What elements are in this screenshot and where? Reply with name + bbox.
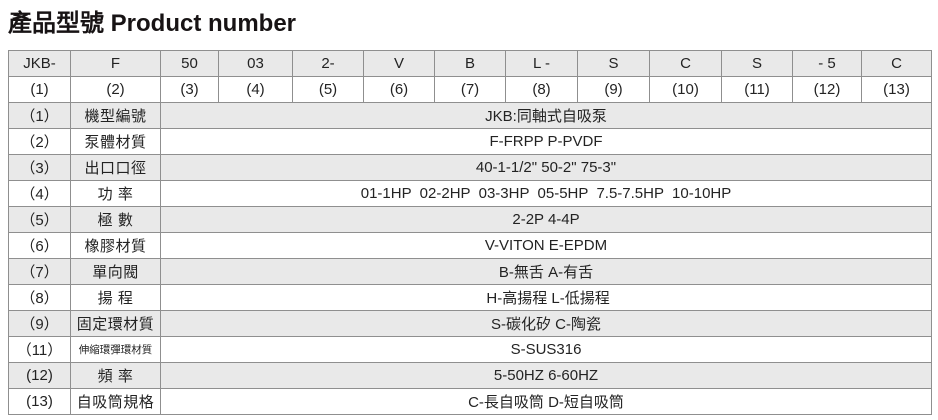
row-label-cell: 揚 程	[70, 284, 161, 311]
row-label-cell: 功 率	[70, 180, 161, 207]
row-label-cell: 機型編號	[70, 102, 161, 129]
position-cell: (3)	[160, 76, 219, 103]
code-cell: C	[649, 50, 722, 77]
row-label-cell: 出口口徑	[70, 154, 161, 181]
table-row: （6） 橡膠材質 V-VITON E-EPDM	[8, 232, 932, 259]
row-value-cell: S-碳化矽 C-陶瓷	[160, 310, 932, 337]
row-number-cell: （1）	[8, 102, 71, 129]
row-value-cell: JKB:同軸式自吸泵	[160, 102, 932, 129]
code-cell: 2-	[292, 50, 364, 77]
table-row: （7） 單向閥 B-無舌 A-有舌	[8, 258, 932, 285]
row-number-cell: （7）	[8, 258, 71, 285]
code-cell: JKB-	[8, 50, 71, 77]
row-number-cell: （5）	[8, 206, 71, 233]
row-label-cell: 頻 率	[70, 362, 161, 389]
code-cell: C	[861, 50, 932, 77]
code-cell: S	[577, 50, 650, 77]
position-cell: (9)	[577, 76, 650, 103]
position-cell: (2)	[70, 76, 161, 103]
row-value-cell: 2-2P 4-4P	[160, 206, 932, 233]
row-label-cell: 固定環材質	[70, 310, 161, 337]
position-cell: (1)	[8, 76, 71, 103]
code-cell: F	[70, 50, 161, 77]
row-label-cell: 單向閥	[70, 258, 161, 285]
table-row: (12) 頻 率 5-50HZ 6-60HZ	[8, 362, 932, 389]
row-value-cell: 40-1-1/2" 50-2" 75-3"	[160, 154, 932, 181]
position-cell: (13)	[861, 76, 932, 103]
row-value-cell: 5-50HZ 6-60HZ	[160, 362, 932, 389]
table-row: （9） 固定環材質 S-碳化矽 C-陶瓷	[8, 310, 932, 337]
code-cell: B	[434, 50, 506, 77]
code-cell: S	[721, 50, 793, 77]
row-value-cell: C-長自吸筒 D-短自吸筒	[160, 388, 932, 415]
row-number-cell: （4）	[8, 180, 71, 207]
row-label-cell: 極 數	[70, 206, 161, 233]
product-number-table: JKB- F 50 03 2- V B L - S C S - 5 C (1) …	[8, 50, 932, 415]
code-row: JKB- F 50 03 2- V B L - S C S - 5 C	[8, 50, 932, 77]
row-number-cell: （9）	[8, 310, 71, 337]
row-label-cell: 橡膠材質	[70, 232, 161, 259]
table-row: （5） 極 數 2-2P 4-4P	[8, 206, 932, 233]
table-row: （1） 機型編號 JKB:同軸式自吸泵	[8, 102, 932, 129]
code-cell: V	[363, 50, 435, 77]
table-row: (13) 自吸筒規格 C-長自吸筒 D-短自吸筒	[8, 388, 932, 415]
code-cell: 50	[160, 50, 219, 77]
row-value-cell: B-無舌 A-有舌	[160, 258, 932, 285]
row-number-cell: （11）	[8, 336, 71, 363]
row-value-cell: V-VITON E-EPDM	[160, 232, 932, 259]
row-label-cell: 泵體材質	[70, 128, 161, 155]
table-row: （3） 出口口徑 40-1-1/2" 50-2" 75-3"	[8, 154, 932, 181]
row-number-cell: （8）	[8, 284, 71, 311]
table-row: （2） 泵體材質 F-FRPP P-PVDF	[8, 128, 932, 155]
position-cell: (11)	[721, 76, 793, 103]
row-number-cell: （6）	[8, 232, 71, 259]
code-cell: L -	[505, 50, 578, 77]
row-number-cell: (13)	[8, 388, 71, 415]
position-row: (1) (2) (3) (4) (5) (6) (7) (8) (9) (10)…	[8, 76, 932, 103]
table-row: （4） 功 率 01-1HP 02-2HP 03-3HP 05-5HP 7.5-…	[8, 180, 932, 207]
code-cell: 03	[218, 50, 293, 77]
row-label-cell: 伸縮環彈環材質	[70, 336, 161, 363]
row-number-cell: （2）	[8, 128, 71, 155]
position-cell: (5)	[292, 76, 364, 103]
row-value-cell: H-高揚程 L-低揚程	[160, 284, 932, 311]
position-cell: (6)	[363, 76, 435, 103]
row-number-cell: （3）	[8, 154, 71, 181]
row-value-cell: F-FRPP P-PVDF	[160, 128, 932, 155]
row-value-cell: S-SUS316	[160, 336, 932, 363]
code-cell: - 5	[792, 50, 862, 77]
position-cell: (4)	[218, 76, 293, 103]
row-label-cell: 自吸筒規格	[70, 388, 161, 415]
table-row: （11） 伸縮環彈環材質 S-SUS316	[8, 336, 932, 363]
position-cell: (10)	[649, 76, 722, 103]
position-cell: (12)	[792, 76, 862, 103]
position-cell: (7)	[434, 76, 506, 103]
row-value-cell: 01-1HP 02-2HP 03-3HP 05-5HP 7.5-7.5HP 10…	[160, 180, 932, 207]
position-cell: (8)	[505, 76, 578, 103]
row-number-cell: (12)	[8, 362, 71, 389]
page-title: 產品型號 Product number	[8, 10, 297, 37]
table-row: （8） 揚 程 H-高揚程 L-低揚程	[8, 284, 932, 311]
